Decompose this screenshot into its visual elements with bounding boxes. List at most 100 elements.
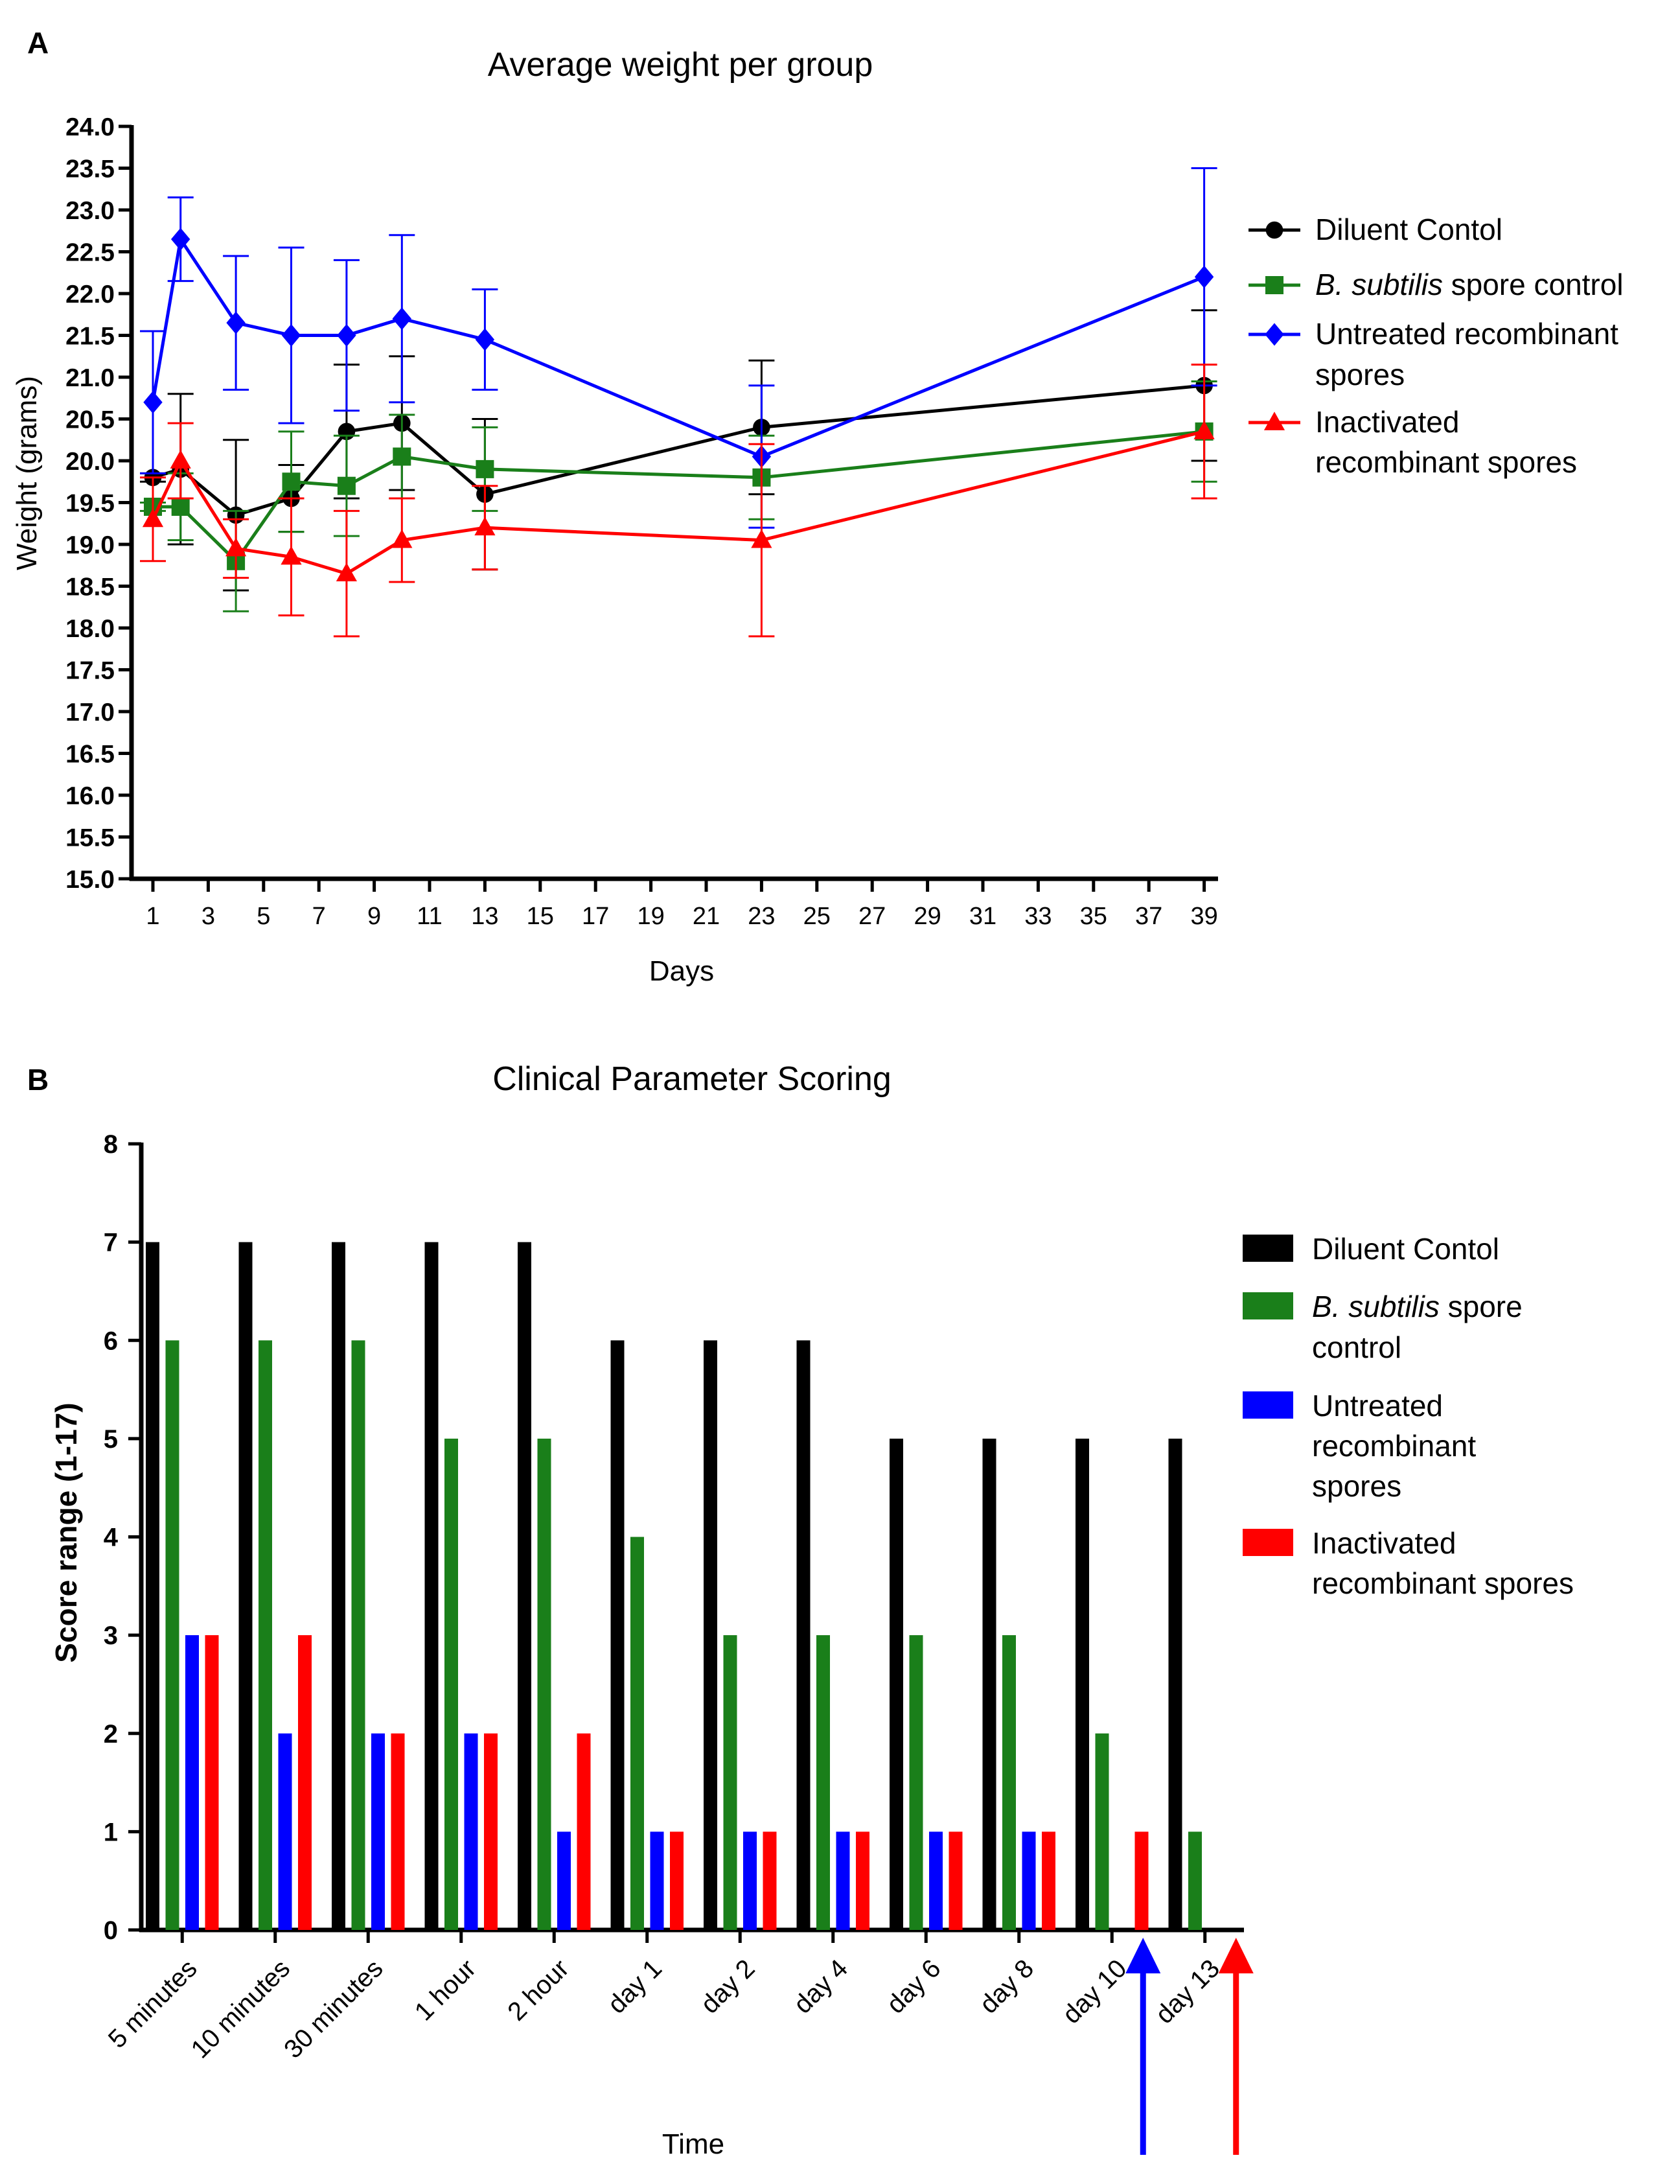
chart-b-bar <box>704 1340 717 1930</box>
legend-b-label: Diluent Contol <box>1312 1232 1499 1266</box>
chart-a-y-tick-label: 17.5 <box>65 657 115 685</box>
chart-b-x-tick-label: 1 hour <box>409 1954 481 2026</box>
chart-b-bar <box>816 1635 830 1930</box>
legend-b-swatch <box>1243 1391 1293 1419</box>
chart-a-point <box>475 328 495 351</box>
legend-a-label: Diluent Contol <box>1315 213 1502 246</box>
chart-b-bar <box>723 1635 737 1930</box>
chart-a-x-tick-label: 17 <box>582 903 609 930</box>
chart-b-bar <box>890 1438 903 1930</box>
chart-b-x-tick-label: day 13 <box>1150 1954 1225 2029</box>
chart-b-bar <box>1188 1831 1202 1930</box>
chart-a-y-tick-label: 16.5 <box>65 741 115 769</box>
chart-a-x-tick-label: 7 <box>312 903 326 930</box>
chart-a-y-tick-label: 23.0 <box>65 197 115 225</box>
chart-b-x-tick-label: day 8 <box>974 1954 1039 2019</box>
legend-a-label: Inactivated <box>1315 405 1459 439</box>
chart-a-point <box>337 476 356 495</box>
chart-a-plot: 15.0 15.5 16.0 16.5 17.0 17.5 18.0 18.5 19.0 19.5… <box>65 113 1218 930</box>
chart-b-bar <box>1134 1831 1149 1930</box>
chart-b-bar <box>391 1733 405 1930</box>
chart-b-bar <box>1022 1831 1036 1930</box>
chart-a-point <box>751 529 772 548</box>
chart-b-bar <box>424 1242 439 1930</box>
chart-a-point <box>337 324 356 347</box>
legend-b-swatch <box>1243 1292 1293 1319</box>
chart-b-x-tick-label: 2 hour <box>502 1954 574 2026</box>
legend-a-marker <box>1265 221 1283 239</box>
chart-b-bar <box>763 1831 777 1930</box>
chart-b-bar <box>650 1831 664 1930</box>
chart-b-bar <box>518 1242 531 1930</box>
chart-b-x-tick-label: 30 minutes <box>279 1954 388 2063</box>
chart-a-x-tick-label: 35 <box>1080 903 1107 930</box>
chart-b-x-tick-label: 10 minutes <box>186 1954 295 2063</box>
chart-b-y-tick-label: 2 <box>104 1720 118 1748</box>
chart-b-bar <box>630 1537 644 1930</box>
chart-a-point <box>226 311 246 334</box>
chart-b-x-tick-label: day 10 <box>1057 1954 1133 2029</box>
chart-b-bar <box>670 1831 684 1930</box>
chart-a-point <box>171 227 190 251</box>
chart-a-point <box>170 450 191 469</box>
chart-a-xlabel: Days <box>649 955 714 987</box>
chart-b-bar <box>1076 1438 1089 1930</box>
chart-a-x-tick-label: 29 <box>914 903 941 930</box>
chart-a-x-tick-label: 31 <box>969 903 996 930</box>
chart-b-bar <box>949 1831 963 1930</box>
chart-b-y-tick-label: 4 <box>104 1524 119 1552</box>
chart-b-bar <box>444 1438 458 1930</box>
chart-b-y-tick-label: 8 <box>104 1130 118 1159</box>
chart-b-bar <box>185 1635 199 1930</box>
chart-a-series-3 <box>140 364 1217 638</box>
chart-a-ylabel: Weight (grams) <box>11 376 43 570</box>
chart-a-y-tick-label: 21.5 <box>65 323 115 351</box>
legend-a-label: B. subtilis spore control <box>1315 268 1624 301</box>
chart-a-x-tick-label: 25 <box>803 903 831 930</box>
legend-b-label: spores <box>1312 1469 1401 1503</box>
chart-a-point <box>474 517 496 536</box>
legend-b-swatch <box>1243 1235 1293 1262</box>
chart-a-y-tick-label: 15.0 <box>65 866 115 894</box>
chart-a-y-tick-label: 22.5 <box>65 239 115 267</box>
chart-a-x-tick-label: 3 <box>201 903 215 930</box>
chart-a-point <box>476 459 494 478</box>
chart-b-bar <box>298 1635 312 1930</box>
chart-b-bar <box>982 1438 996 1930</box>
chart-a-x-tick-label: 1 <box>146 903 159 930</box>
chart-a-series-line <box>151 430 1205 575</box>
chart-a-x-tick-label: 19 <box>637 903 664 930</box>
chart-b-bar <box>259 1340 272 1930</box>
chart-a-x-tick-label: 15 <box>527 903 554 930</box>
chart-a-series-line <box>152 384 1204 517</box>
chart-a-x-tick-label: 11 <box>417 903 442 930</box>
legend-a-label: recombinant spores <box>1315 445 1577 479</box>
chart-b-y-tick-label: 3 <box>104 1621 118 1650</box>
chart-b-legend: Diluent Contol B. subtilis spore control Un… <box>1243 1232 1574 1600</box>
chart-a-point <box>143 391 163 414</box>
chart-b-y-tick-label: 1 <box>104 1818 118 1846</box>
chart-b-bar <box>351 1340 365 1930</box>
chart-a-series-line <box>153 430 1204 563</box>
chart-a-x-tick-label: 23 <box>748 903 775 930</box>
chart-a-x-tick-label: 9 <box>367 903 381 930</box>
chart-a-y-tick-label: 17.0 <box>65 699 115 726</box>
chart-b-bar <box>165 1340 179 1930</box>
chart-a-y-tick-label: 21.0 <box>65 364 115 392</box>
chart-b-xlabel: Time <box>662 2128 724 2160</box>
chart-a-series-1 <box>140 380 1217 612</box>
chart-a-y-tick-label: 20.0 <box>65 448 115 476</box>
chart-b-bar <box>610 1340 625 1930</box>
chart-b-bar <box>1002 1635 1016 1930</box>
chart-b-bar <box>205 1635 219 1930</box>
chart-a-x-tick-label: 39 <box>1190 903 1217 930</box>
chart-a-point <box>1193 421 1215 439</box>
chart-a-y-tick-label: 16.0 <box>65 782 115 810</box>
legend-a-marker <box>1263 412 1285 430</box>
chart-b-bar <box>371 1733 385 1930</box>
chart-b-bar <box>1168 1438 1182 1930</box>
chart-a-legend: Diluent Contol B. subtilis spore control U… <box>1248 213 1624 479</box>
chart-a-point <box>336 563 357 582</box>
chart-a-x-tick-label: 5 <box>257 903 270 930</box>
